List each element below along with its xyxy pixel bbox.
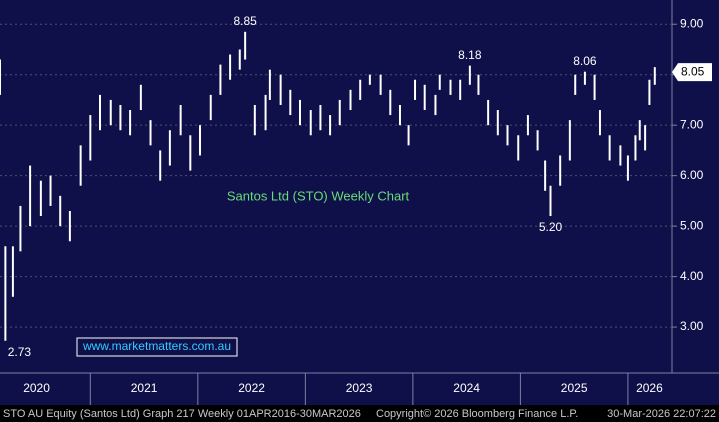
y-tick-label: 4.00 — [680, 269, 704, 283]
watermark-box — [76, 337, 238, 357]
last-price-tag — [672, 63, 712, 82]
x-tick-label: 2025 — [561, 381, 588, 395]
annotation: 8.18 — [458, 48, 482, 62]
y-tick-label: 7.00 — [680, 117, 704, 131]
x-tick-label: 2023 — [346, 381, 373, 395]
x-tick-label: 2020 — [23, 381, 50, 395]
footer-left: STO AU Equity (Santos Ltd) Graph 217 Wee… — [3, 408, 361, 420]
footer-bar — [0, 405, 719, 422]
y-tick-label: 6.00 — [680, 168, 704, 182]
last-price-label: 8.05 — [681, 64, 705, 78]
annotation: 8.06 — [573, 54, 597, 68]
watermark: www.marketmatters.com.au — [82, 339, 231, 353]
y-tick-label: 3.00 — [680, 319, 704, 333]
chart-title: Santos Ltd (STO) Weekly Chart — [227, 188, 410, 203]
x-tick-label: 2024 — [453, 381, 480, 395]
x-tick-label: 2021 — [131, 381, 158, 395]
x-tick-label: 2022 — [238, 381, 265, 395]
annotation: 8.85 — [233, 14, 257, 28]
x-tick-label: 2026 — [636, 381, 663, 395]
footer-middle: Copyright© 2026 Bloomberg Finance L.P. — [376, 408, 578, 420]
annotation: 5.20 — [539, 220, 563, 234]
y-tick-label: 5.00 — [680, 218, 704, 232]
footer-right: 30-Mar-2026 22:07:22 — [607, 408, 716, 420]
annotation: 2.73 — [8, 345, 32, 359]
y-tick-label: 9.00 — [680, 16, 704, 30]
